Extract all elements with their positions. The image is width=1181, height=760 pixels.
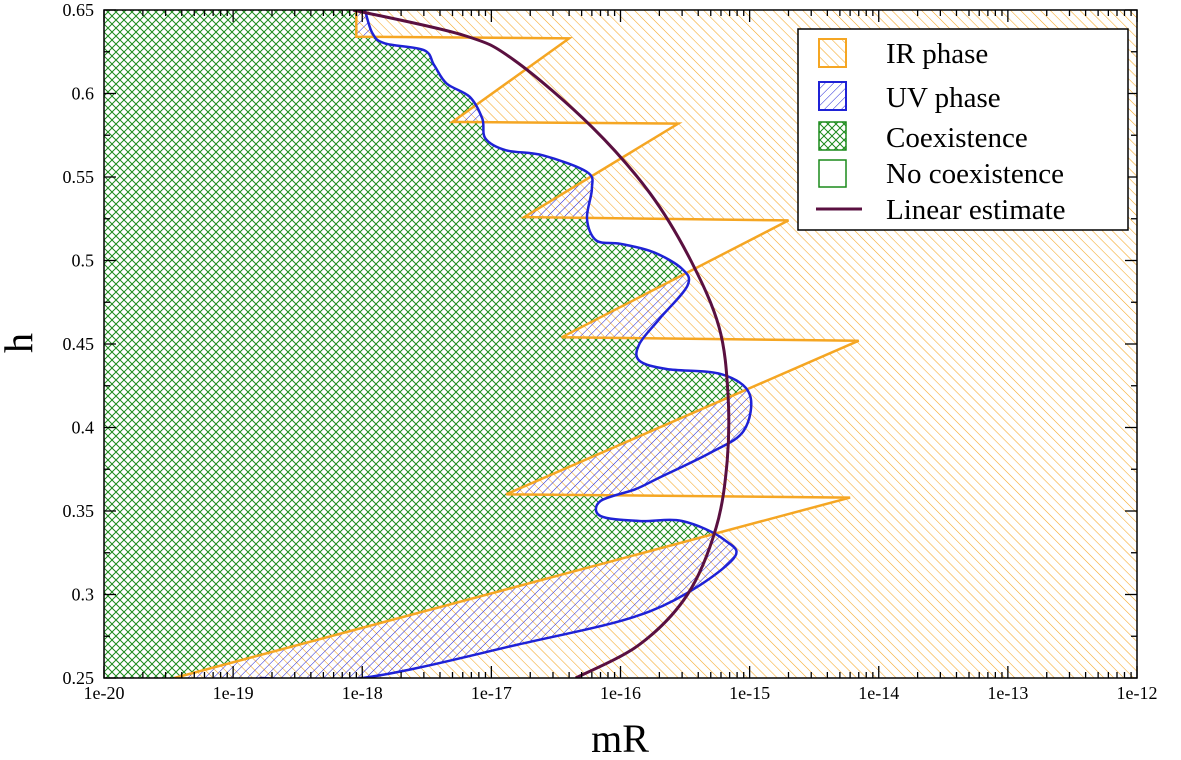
ir-phase-boundary [173,10,860,678]
y-tick-label: 0.55 [63,167,95,187]
axis-tick-labels: 1e-20 1e-19 1e-18 1e-17 1e-16 1e-15 1e-14 1e-13… [63,0,1158,703]
x-tick-label: 1e-17 [471,683,512,703]
y-tick-label: 0.65 [63,0,95,20]
x-tick-label: 1e-16 [600,683,641,703]
x-tick-label: 1e-20 [84,683,125,703]
y-tick-label: 0.6 [72,84,95,104]
legend-swatch-uv [818,81,847,111]
x-tick-label: 1e-12 [1117,683,1158,703]
legend-label-no-coexistence: No coexistence [886,158,1064,190]
y-tick-label: 0.4 [72,418,95,438]
y-tick-label: 0.35 [63,501,95,521]
y-tick-label: 0.3 [72,585,95,605]
y-tick-label: 0.25 [63,668,95,688]
x-tick-label: 1e-15 [729,683,770,703]
legend-swatch-ir [818,38,847,68]
x-tick-label: 1e-19 [213,683,254,703]
uv-phase-boundary [259,10,753,678]
legend-swatch-no-coexistence [818,159,847,188]
y-axis-title: h [0,333,41,353]
x-tick-label: 1e-13 [987,683,1028,703]
legend-label-coexistence: Coexistence [886,122,1028,154]
legend-label-uv: UV phase [886,82,1001,114]
axis-ticks [103,9,1138,679]
legend-label-linear: Linear estimate [886,194,1066,226]
x-tick-label: 1e-14 [858,683,899,703]
y-tick-label: 0.5 [72,251,95,271]
legend-label-ir: IR phase [886,38,988,70]
linear-estimate-curve [352,10,731,678]
x-axis-title: mR [591,716,649,760]
legend-swatch-coexistence [818,121,847,151]
x-tick-label: 1e-18 [342,683,383,703]
legend-box [797,28,1129,231]
legend: IR phase UV phase Coexistence No coexist… [797,28,1129,231]
y-tick-label: 0.45 [63,334,95,354]
